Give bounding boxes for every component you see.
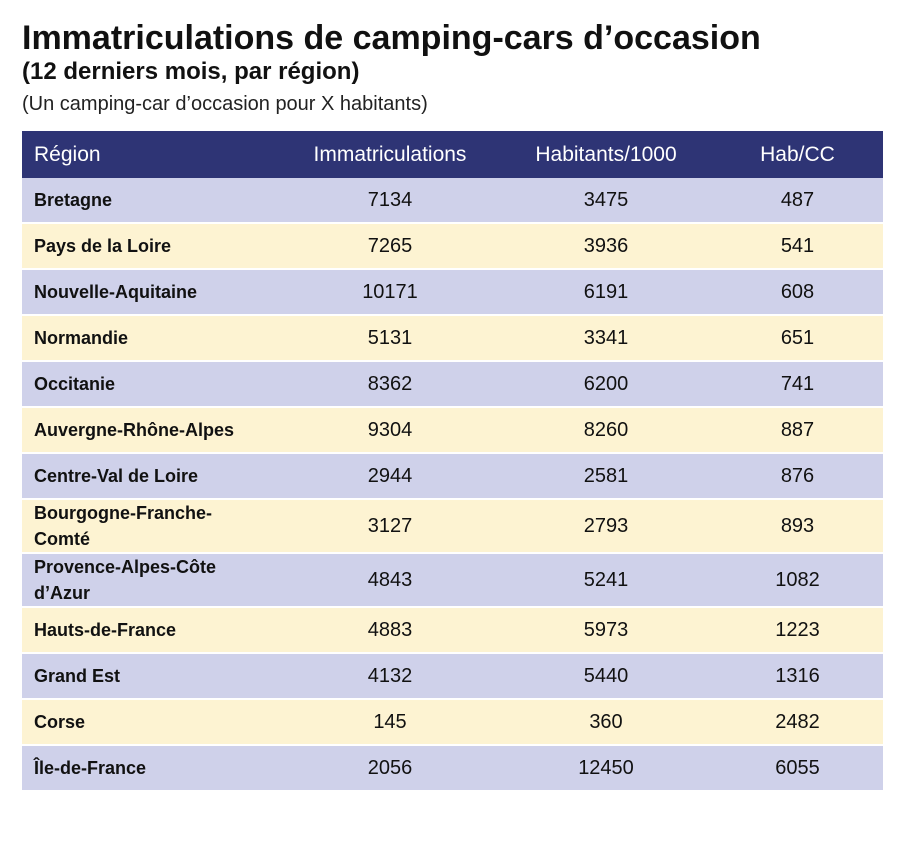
- region-cell: Auvergne-Rhône-Alpes: [22, 407, 280, 453]
- number-cell: 876: [712, 453, 883, 499]
- number-cell: 651: [712, 315, 883, 361]
- number-cell: 8260: [500, 407, 712, 453]
- header-row: Région Immatriculations Habitants/1000 Hab/…: [22, 131, 883, 178]
- number-cell: 1082: [712, 553, 883, 607]
- number-cell: 145: [280, 699, 500, 745]
- region-cell: Bretagne: [22, 178, 280, 223]
- number-cell: 2581: [500, 453, 712, 499]
- number-cell: 2793: [500, 499, 712, 553]
- region-cell: Île-de-France: [22, 745, 280, 791]
- table-row: Hauts-de-France 4883 5973 1223: [22, 607, 883, 653]
- table-row: Provence-Alpes-Côte d’Azur 4843 5241 1082: [22, 553, 883, 607]
- number-cell: 541: [712, 223, 883, 269]
- region-cell: Normandie: [22, 315, 280, 361]
- number-cell: 4883: [280, 607, 500, 653]
- number-cell: 3475: [500, 178, 712, 223]
- number-cell: 12450: [500, 745, 712, 791]
- number-cell: 608: [712, 269, 883, 315]
- number-cell: 4843: [280, 553, 500, 607]
- table-row: Corse 145 360 2482: [22, 699, 883, 745]
- number-cell: 7265: [280, 223, 500, 269]
- number-cell: 3127: [280, 499, 500, 553]
- number-cell: 4132: [280, 653, 500, 699]
- number-cell: 1316: [712, 653, 883, 699]
- number-cell: 2944: [280, 453, 500, 499]
- title: Immatriculations de camping-cars d’occas…: [22, 19, 761, 57]
- number-cell: 6200: [500, 361, 712, 407]
- column-header: Immatriculations: [280, 131, 500, 178]
- table-row: Bourgogne-Franche-Comté 3127 2793 893: [22, 499, 883, 553]
- table-row: Île-de-France 2056 12450 6055: [22, 745, 883, 791]
- region-cell: Centre-Val de Loire: [22, 453, 280, 499]
- number-cell: 9304: [280, 407, 500, 453]
- number-cell: 6055: [712, 745, 883, 791]
- number-cell: 3341: [500, 315, 712, 361]
- number-cell: 7134: [280, 178, 500, 223]
- number-cell: 893: [712, 499, 883, 553]
- table-row: Occitanie 8362 6200 741: [22, 361, 883, 407]
- region-cell: Bourgogne-Franche-Comté: [22, 499, 280, 553]
- column-header: Habitants/1000: [500, 131, 712, 178]
- table-row: Pays de la Loire 7265 3936 541: [22, 223, 883, 269]
- table-body: Bretagne 7134 3475 487 Pays de la Loire 7265 3…: [22, 178, 883, 791]
- table-row: Centre-Val de Loire 2944 2581 876: [22, 453, 883, 499]
- number-cell: 741: [712, 361, 883, 407]
- number-cell: 5440: [500, 653, 712, 699]
- column-header: Hab/CC: [712, 131, 883, 178]
- table-row: Normandie 5131 3341 651: [22, 315, 883, 361]
- number-cell: 2482: [712, 699, 883, 745]
- number-cell: 2056: [280, 745, 500, 791]
- column-header: Région: [22, 131, 280, 178]
- region-cell: Nouvelle-Aquitaine: [22, 269, 280, 315]
- number-cell: 5241: [500, 553, 712, 607]
- table-row: Auvergne-Rhône-Alpes 9304 8260 887: [22, 407, 883, 453]
- region-cell: Provence-Alpes-Côte d’Azur: [22, 553, 280, 607]
- number-cell: 1223: [712, 607, 883, 653]
- number-cell: 3936: [500, 223, 712, 269]
- number-cell: 5131: [280, 315, 500, 361]
- region-cell: Occitanie: [22, 361, 280, 407]
- number-cell: 360: [500, 699, 712, 745]
- number-cell: 10171: [280, 269, 500, 315]
- table: Région Immatriculations Habitants/1000 Hab/…: [22, 131, 883, 792]
- region-cell: Corse: [22, 699, 280, 745]
- number-cell: 6191: [500, 269, 712, 315]
- table-row: Bretagne 7134 3475 487: [22, 178, 883, 223]
- region-cell: Grand Est: [22, 653, 280, 699]
- number-cell: 487: [712, 178, 883, 223]
- region-cell: Pays de la Loire: [22, 223, 280, 269]
- number-cell: 5973: [500, 607, 712, 653]
- table-row: Grand Est 4132 5440 1316: [22, 653, 883, 699]
- region-cell: Hauts-de-France: [22, 607, 280, 653]
- note: (Un camping-car d’occasion pour X habita…: [22, 93, 428, 115]
- table-row: Nouvelle-Aquitaine 10171 6191 608: [22, 269, 883, 315]
- subtitle: (12 derniers mois, par région): [22, 58, 360, 85]
- number-cell: 8362: [280, 361, 500, 407]
- number-cell: 887: [712, 407, 883, 453]
